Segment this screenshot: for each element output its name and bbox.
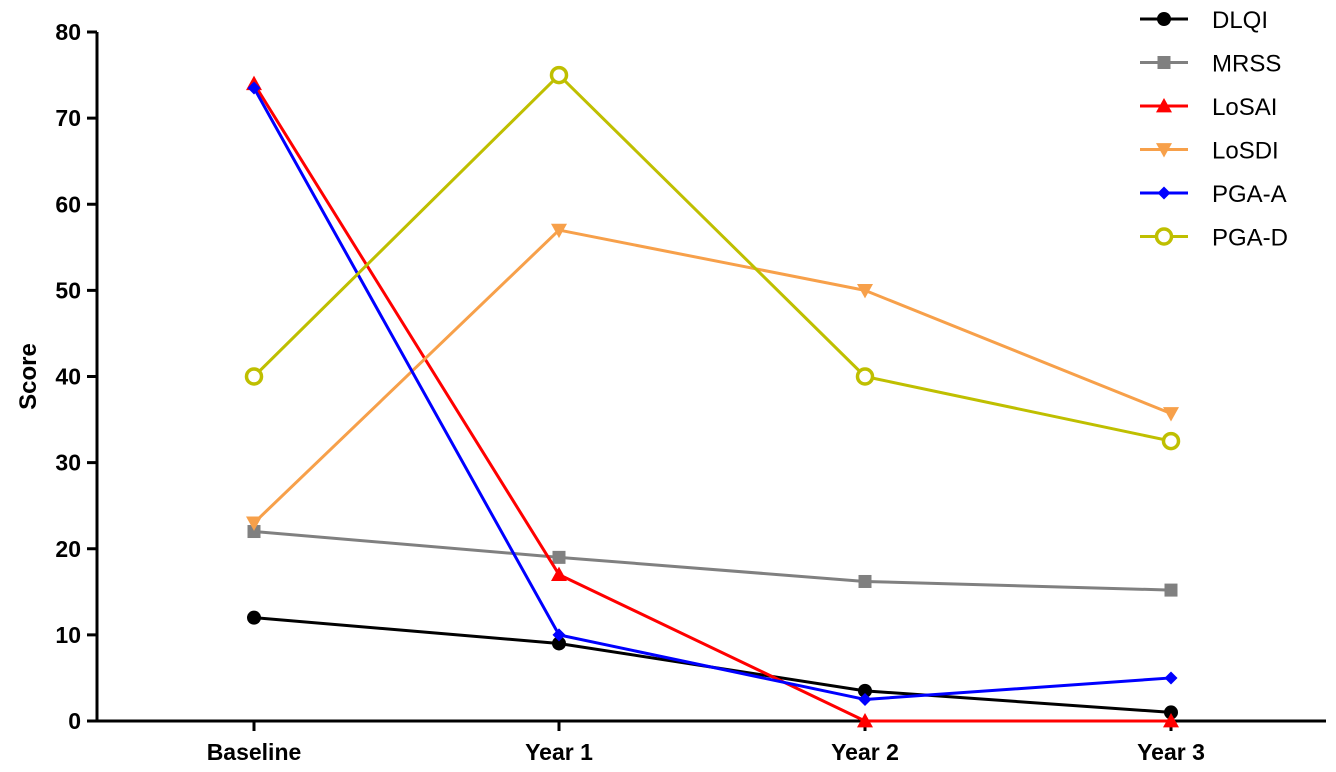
- legend-item-pga-a: PGA-A: [1140, 181, 1287, 208]
- data-point-losai: [857, 713, 873, 728]
- data-point-dlqi: [552, 636, 566, 651]
- x-tick-label: Year 2: [831, 739, 899, 765]
- legend-item-losdi: LoSDI: [1140, 138, 1279, 165]
- data-point-pga-a: [247, 81, 261, 95]
- data-point-dlqi: [247, 610, 261, 625]
- data-point-losdi: [1163, 407, 1179, 422]
- axes: 0 10 20 30 40 50 60 70 80 Baseline Year 1 Year 2 Yea…: [55, 19, 1326, 765]
- legend: DLQI MRSS LoSAI LoSDI PGA-A PGA-D: [1140, 7, 1288, 252]
- series-line-mrss: [253, 530, 1172, 592]
- series-layer: [244, 65, 1181, 728]
- series-line-pga-a: [252, 87, 1172, 701]
- data-point-pga-a: [552, 628, 566, 642]
- data-point-mrss: [552, 550, 566, 564]
- data-point-pga-a: [1164, 671, 1178, 685]
- data-point-losdi: [246, 516, 262, 531]
- legend-marker-pga-a: [1157, 186, 1171, 200]
- legend-label: LoSAI: [1212, 94, 1277, 121]
- data-point-losai: [551, 566, 567, 581]
- series-dlqi: [247, 610, 1178, 720]
- legend-marker-mrss: [1157, 56, 1171, 69]
- legend-item-pga-d: PGA-D: [1140, 225, 1288, 252]
- legend-marker-pga-d: [1154, 227, 1174, 246]
- data-point-pga-d: [855, 367, 875, 386]
- y-tick-label: 0: [68, 708, 81, 734]
- series-line-dlqi: [253, 616, 1172, 714]
- y-tick-label: 50: [55, 277, 81, 303]
- y-tick-label: 40: [55, 364, 81, 390]
- y-tick-label: 80: [55, 19, 81, 45]
- y-tick-label: 60: [55, 191, 81, 217]
- y-tick-label: 10: [55, 622, 81, 648]
- legend-marker-losdi: [1156, 143, 1172, 158]
- x-tick-label: Year 3: [1137, 739, 1205, 765]
- legend-marker-dlqi: [1157, 12, 1171, 26]
- data-point-losdi: [551, 223, 567, 239]
- series-losdi: [246, 223, 1179, 531]
- series-mrss: [247, 525, 1178, 597]
- data-point-mrss: [247, 525, 261, 539]
- data-point-pga-d: [244, 367, 264, 386]
- series-line-losdi: [252, 228, 1172, 524]
- series-line-losai: [252, 82, 1171, 723]
- series-line-pga-d: [252, 73, 1172, 443]
- y-tick-label: 20: [55, 536, 81, 562]
- legend-label: LoSDI: [1212, 138, 1279, 165]
- y-tick-label: 70: [55, 105, 81, 131]
- x-tick-label: Year 1: [525, 739, 593, 765]
- legend-label: MRSS: [1212, 51, 1281, 78]
- legend-item-dlqi: DLQI: [1140, 7, 1268, 34]
- data-point-dlqi: [858, 683, 872, 698]
- legend-item-mrss: MRSS: [1140, 51, 1281, 78]
- data-point-losdi: [857, 283, 873, 299]
- legend-label: PGA-D: [1212, 225, 1288, 252]
- data-point-pga-a: [858, 692, 872, 706]
- data-point-mrss: [858, 574, 872, 588]
- series-pga-a: [247, 81, 1178, 706]
- legend-label: PGA-A: [1212, 181, 1287, 208]
- data-point-mrss: [1164, 583, 1178, 597]
- y-tick-label: 30: [55, 450, 81, 476]
- legend-item-losai: LoSAI: [1140, 94, 1277, 121]
- data-point-pga-d: [549, 65, 569, 85]
- legend-label: DLQI: [1212, 7, 1268, 34]
- x-tick-label: Baseline: [207, 739, 302, 765]
- legend-marker-losai: [1156, 98, 1172, 113]
- data-point-dlqi: [1164, 705, 1178, 720]
- data-point-pga-d: [1161, 431, 1181, 451]
- y-axis-label: Score: [15, 343, 42, 410]
- series-pga-d: [244, 65, 1181, 451]
- data-point-losai: [1163, 713, 1179, 728]
